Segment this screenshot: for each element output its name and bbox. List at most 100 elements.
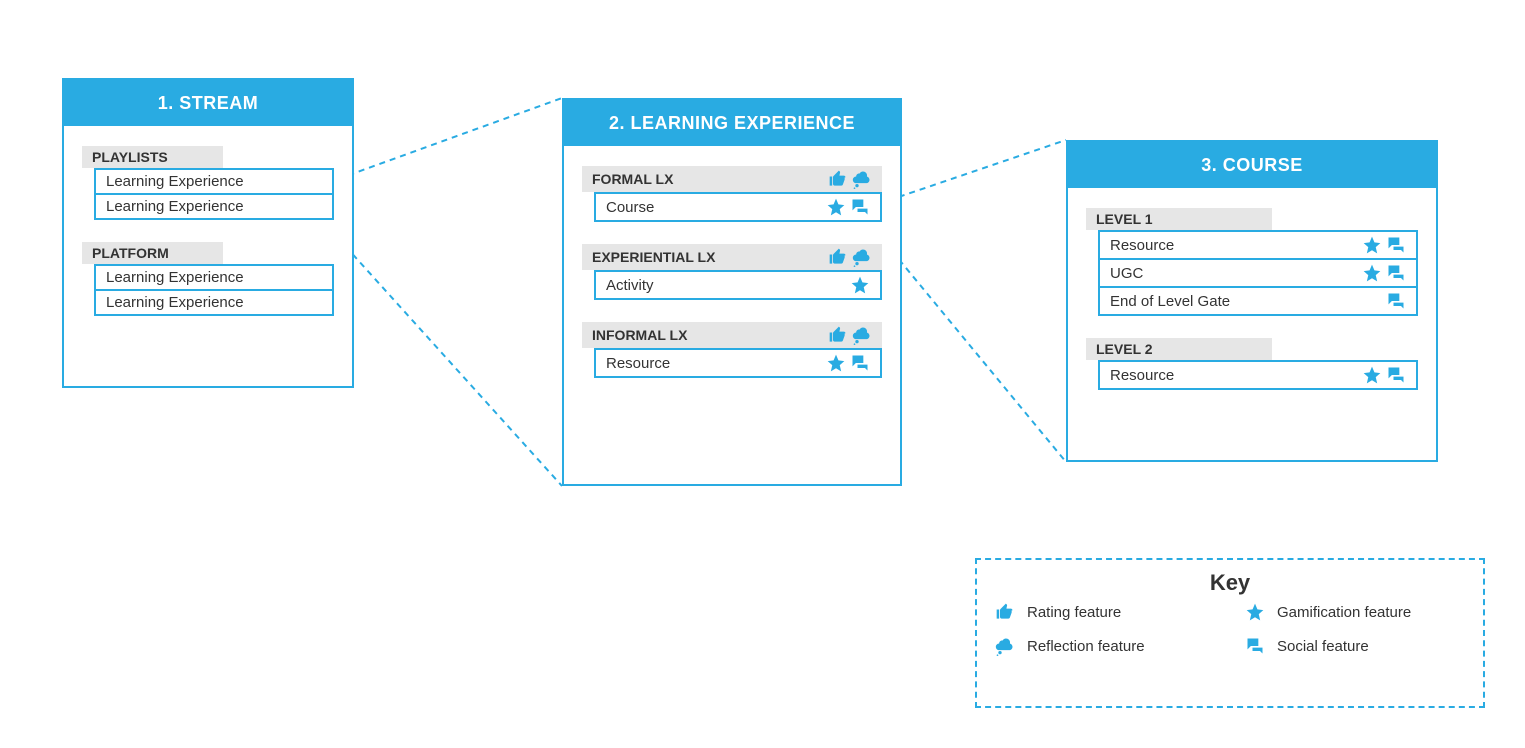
- key-item-thumb-label: Rating feature: [1027, 604, 1121, 621]
- section-playlists-label: PLAYLISTS: [92, 149, 168, 165]
- section-platform-rows: Learning Experience Learning Experience: [94, 264, 334, 316]
- thought-icon: [852, 247, 872, 267]
- section-platform-header: PLATFORM: [82, 242, 223, 264]
- section-formal-lx-header-icons: [828, 169, 872, 189]
- chat-icon: [850, 353, 870, 373]
- panel-course: 3. COURSE LEVEL 1 Resource UGC End of Level …: [1066, 140, 1438, 462]
- section-level1-row-1-icons: [1362, 263, 1406, 283]
- section-level1-row-2: End of Level Gate: [1100, 286, 1416, 314]
- section-level1: LEVEL 1 Resource UGC End of Level Gate: [1086, 208, 1418, 316]
- section-informal-lx-label: INFORMAL LX: [592, 327, 687, 343]
- section-platform-row-1-label: Learning Experience: [106, 294, 244, 311]
- section-experiential-lx-rows: Activity: [594, 270, 882, 300]
- thought-icon: [852, 325, 872, 345]
- section-level1-rows: Resource UGC End of Level Gate: [1098, 230, 1418, 316]
- section-level1-row-0-label: Resource: [1110, 237, 1174, 254]
- key-item-chat: Social feature: [1245, 636, 1465, 656]
- section-formal-lx-row-0: Course: [596, 194, 880, 220]
- star-icon: [850, 275, 870, 295]
- section-level2: LEVEL 2 Resource: [1086, 338, 1418, 390]
- star-icon: [826, 353, 846, 373]
- section-informal-lx-row-0-label: Resource: [606, 355, 670, 372]
- section-playlists-row-0: Learning Experience: [96, 170, 332, 193]
- section-formal-lx: FORMAL LX Course: [582, 166, 882, 222]
- star-icon: [1245, 602, 1265, 622]
- key-item-star-label: Gamification feature: [1277, 604, 1411, 621]
- section-experiential-lx-row-0-icons: [850, 275, 870, 295]
- section-level2-row-0: Resource: [1100, 362, 1416, 388]
- section-informal-lx-rows: Resource: [594, 348, 882, 378]
- panel-lx-body: FORMAL LX Course EXPERIENTIAL LX Activity IN…: [564, 146, 900, 414]
- section-platform-row-0: Learning Experience: [96, 266, 332, 289]
- section-experiential-lx-label: EXPERIENTIAL LX: [592, 249, 715, 265]
- section-level1-label: LEVEL 1: [1096, 211, 1153, 227]
- section-level2-rows: Resource: [1098, 360, 1418, 390]
- section-level1-row-1: UGC: [1100, 258, 1416, 286]
- star-icon: [1362, 365, 1382, 385]
- panel-stream-header: 1. STREAM: [64, 80, 352, 126]
- connector-3: [878, 234, 1066, 462]
- thumb-icon: [828, 247, 848, 267]
- thumb-icon: [828, 169, 848, 189]
- panel-stream-body: PLAYLISTSLearning ExperienceLearning Exp…: [64, 126, 352, 352]
- section-playlists-row-1: Learning Experience: [96, 193, 332, 218]
- section-platform: PLATFORMLearning ExperienceLearning Expe…: [82, 242, 334, 316]
- section-experiential-lx-row-0-label: Activity: [606, 277, 654, 294]
- section-playlists: PLAYLISTSLearning ExperienceLearning Exp…: [82, 146, 334, 220]
- section-experiential-lx-header-icons: [828, 247, 872, 267]
- section-informal-lx: INFORMAL LX Resource: [582, 322, 882, 378]
- key-item-thought: Reflection feature: [995, 636, 1215, 656]
- section-formal-lx-row-0-icons: [826, 197, 870, 217]
- section-platform-label: PLATFORM: [92, 245, 169, 261]
- panel-course-header: 3. COURSE: [1068, 142, 1436, 188]
- section-informal-lx-header-icons: [828, 325, 872, 345]
- section-platform-row-0-label: Learning Experience: [106, 269, 244, 286]
- section-platform-row-1: Learning Experience: [96, 289, 332, 314]
- section-formal-lx-header: FORMAL LX: [582, 166, 882, 192]
- thought-icon: [852, 169, 872, 189]
- section-playlists-row-1-label: Learning Experience: [106, 198, 244, 215]
- key-title: Key: [995, 570, 1465, 596]
- section-experiential-lx-row-0: Activity: [596, 272, 880, 298]
- section-level2-label: LEVEL 2: [1096, 341, 1153, 357]
- chat-icon: [850, 197, 870, 217]
- key-grid: Rating feature Gamification feature Reflec…: [995, 602, 1465, 656]
- panel-lx: 2. LEARNING EXPERIENCE FORMAL LX Course EXP…: [562, 98, 902, 486]
- section-level2-row-0-icons: [1362, 365, 1406, 385]
- thought-icon: [995, 636, 1015, 656]
- key-item-star: Gamification feature: [1245, 602, 1465, 622]
- chat-icon: [1386, 291, 1406, 311]
- diagram-canvas: 1. STREAMPLAYLISTSLearning ExperienceLea…: [0, 0, 1525, 748]
- section-level1-row-1-label: UGC: [1110, 265, 1143, 282]
- section-level2-row-0-label: Resource: [1110, 367, 1174, 384]
- chat-icon: [1386, 235, 1406, 255]
- section-level1-row-0: Resource: [1100, 232, 1416, 258]
- star-icon: [1362, 235, 1382, 255]
- star-icon: [1362, 263, 1382, 283]
- section-level2-header: LEVEL 2: [1086, 338, 1272, 360]
- section-playlists-row-0-label: Learning Experience: [106, 173, 244, 190]
- panel-course-body: LEVEL 1ResourceUGCEnd of Level GateLEVEL…: [1068, 188, 1436, 426]
- chat-icon: [1386, 263, 1406, 283]
- panel-lx-header: 2. LEARNING EXPERIENCE: [564, 100, 900, 146]
- key-item-chat-label: Social feature: [1277, 638, 1369, 655]
- connector-1: [338, 238, 562, 486]
- panel-stream: 1. STREAMPLAYLISTSLearning ExperienceLea…: [62, 78, 354, 388]
- key-item-thought-label: Reflection feature: [1027, 638, 1145, 655]
- section-level1-row-2-label: End of Level Gate: [1110, 293, 1230, 310]
- section-level1-row-0-icons: [1362, 235, 1406, 255]
- section-informal-lx-row-0-icons: [826, 353, 870, 373]
- section-experiential-lx-header: EXPERIENTIAL LX: [582, 244, 882, 270]
- star-icon: [826, 197, 846, 217]
- section-formal-lx-row-0-label: Course: [606, 199, 654, 216]
- section-playlists-rows: Learning Experience Learning Experience: [94, 168, 334, 220]
- thumb-icon: [828, 325, 848, 345]
- section-formal-lx-label: FORMAL LX: [592, 171, 673, 187]
- chat-icon: [1245, 636, 1265, 656]
- connector-2: [878, 140, 1066, 204]
- section-informal-lx-header: INFORMAL LX: [582, 322, 882, 348]
- section-experiential-lx: EXPERIENTIAL LX Activity: [582, 244, 882, 300]
- key-box: Key Rating feature Gamification feature Ref…: [975, 558, 1485, 708]
- section-level1-header: LEVEL 1: [1086, 208, 1272, 230]
- section-formal-lx-rows: Course: [594, 192, 882, 222]
